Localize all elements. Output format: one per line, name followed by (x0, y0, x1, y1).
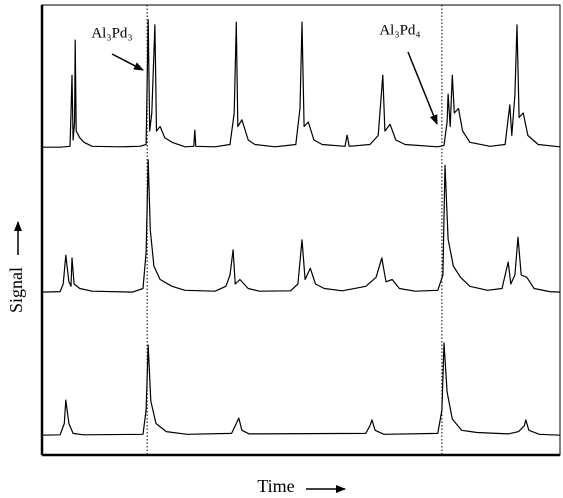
annotation: Al₃Pd₃ (91, 25, 132, 41)
signal-trace (41, 342, 561, 436)
x-axis-label: Time (257, 476, 294, 496)
annotation-arrow (407, 51, 438, 125)
signal-trace (41, 159, 561, 293)
annotation-arrow (111, 53, 144, 71)
y-axis-label: Signal (6, 267, 26, 313)
signal-trace (42, 19, 561, 148)
annotation: Al₃Pd₄ (379, 22, 420, 38)
